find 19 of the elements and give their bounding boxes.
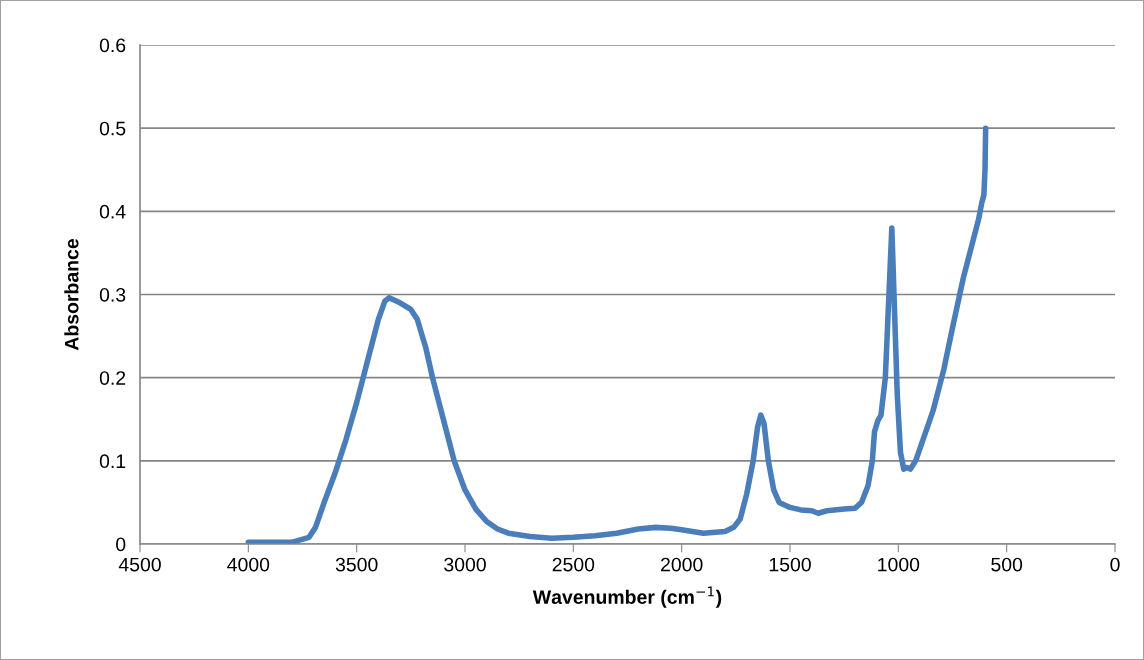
x-tick-label: 3000	[444, 557, 486, 572]
x-tick-label: 0	[1110, 557, 1120, 572]
y-tick-label: 0.6	[99, 38, 126, 53]
y-tick-label: 0	[116, 537, 126, 552]
x-tick-label: 2500	[552, 557, 595, 572]
x-tick-label: 1500	[769, 557, 811, 572]
x-tick-label: 4500	[118, 557, 161, 572]
y-tick-label: 0.2	[99, 371, 126, 385]
x-tick-label: 1000	[878, 557, 920, 572]
y-tick-label: 0.4	[99, 204, 126, 219]
y-tick-label: 0.3	[99, 287, 126, 302]
y-axis-title: Absorbance	[64, 238, 79, 351]
x-axis-title: Wavenumber (cm$^{−1}$)	[532, 586, 722, 608]
y-tick-label: 0.5	[99, 121, 126, 136]
x-tick-label: 4000	[227, 557, 270, 572]
x-tick-label: 2000	[661, 557, 703, 572]
x-tick-label: 500	[991, 557, 1023, 572]
x-tick-label: 3500	[335, 557, 378, 572]
y-tick-label: 0.1	[99, 454, 126, 469]
